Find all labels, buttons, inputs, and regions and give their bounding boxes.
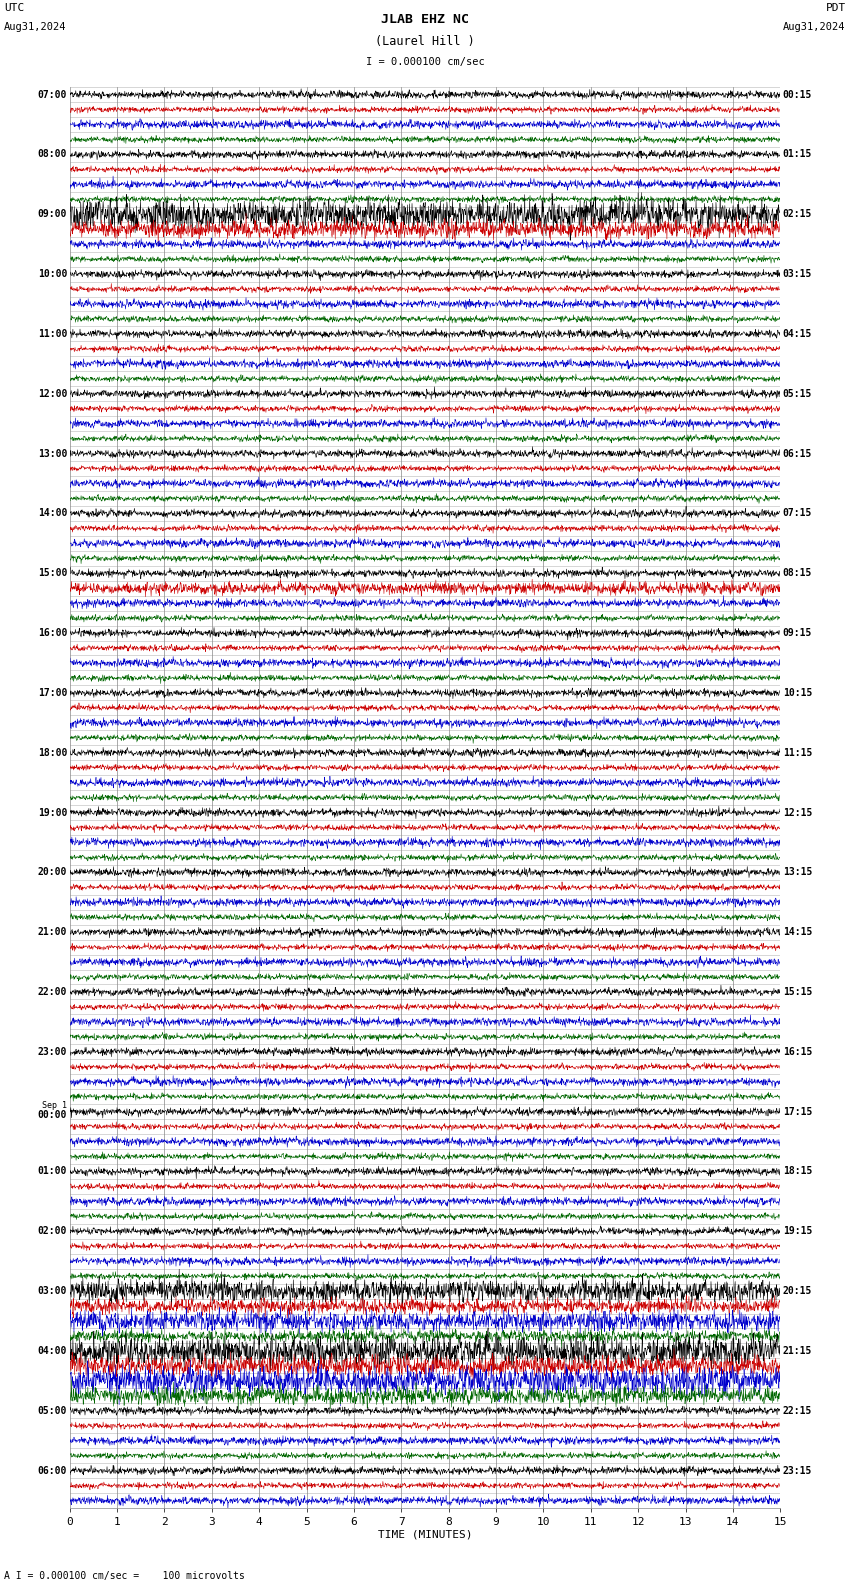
Text: 00:00: 00:00 [37, 1110, 67, 1120]
Text: 01:15: 01:15 [783, 149, 813, 160]
Text: 09:15: 09:15 [783, 627, 813, 638]
Text: 16:00: 16:00 [37, 627, 67, 638]
Text: 18:15: 18:15 [783, 1166, 813, 1177]
Text: 03:15: 03:15 [783, 269, 813, 279]
Text: 13:00: 13:00 [37, 448, 67, 458]
Text: 08:15: 08:15 [783, 569, 813, 578]
Text: 19:15: 19:15 [783, 1226, 813, 1236]
Text: 12:15: 12:15 [783, 808, 813, 817]
Text: 04:00: 04:00 [37, 1346, 67, 1356]
Text: 14:00: 14:00 [37, 508, 67, 518]
Text: 04:15: 04:15 [783, 329, 813, 339]
Text: 11:15: 11:15 [783, 748, 813, 757]
Text: 13:15: 13:15 [783, 868, 813, 878]
Text: 06:15: 06:15 [783, 448, 813, 458]
Text: 07:15: 07:15 [783, 508, 813, 518]
Text: 15:00: 15:00 [37, 569, 67, 578]
Text: 05:00: 05:00 [37, 1405, 67, 1416]
Text: A I = 0.000100 cm/sec =    100 microvolts: A I = 0.000100 cm/sec = 100 microvolts [4, 1571, 245, 1581]
Text: 03:00: 03:00 [37, 1286, 67, 1296]
Text: 19:00: 19:00 [37, 808, 67, 817]
Text: 22:00: 22:00 [37, 987, 67, 996]
Text: 05:15: 05:15 [783, 388, 813, 399]
Text: 17:00: 17:00 [37, 687, 67, 699]
Text: 11:00: 11:00 [37, 329, 67, 339]
Text: I = 0.000100 cm/sec: I = 0.000100 cm/sec [366, 57, 484, 67]
Text: 06:00: 06:00 [37, 1465, 67, 1476]
Text: Sep 1: Sep 1 [42, 1101, 67, 1110]
Text: 10:00: 10:00 [37, 269, 67, 279]
Text: JLAB EHZ NC: JLAB EHZ NC [381, 13, 469, 25]
Text: 22:15: 22:15 [783, 1405, 813, 1416]
Text: 18:00: 18:00 [37, 748, 67, 757]
Text: 23:00: 23:00 [37, 1047, 67, 1057]
Text: PDT: PDT [825, 3, 846, 13]
Text: UTC: UTC [4, 3, 25, 13]
Text: 02:15: 02:15 [783, 209, 813, 219]
Text: Aug31,2024: Aug31,2024 [4, 22, 67, 32]
Text: 00:15: 00:15 [783, 90, 813, 100]
Text: 09:00: 09:00 [37, 209, 67, 219]
Text: 17:15: 17:15 [783, 1107, 813, 1117]
Text: 10:15: 10:15 [783, 687, 813, 699]
Text: Aug31,2024: Aug31,2024 [783, 22, 846, 32]
Text: 02:00: 02:00 [37, 1226, 67, 1236]
Text: (Laurel Hill ): (Laurel Hill ) [375, 35, 475, 48]
Text: 20:00: 20:00 [37, 868, 67, 878]
Text: 08:00: 08:00 [37, 149, 67, 160]
X-axis label: TIME (MINUTES): TIME (MINUTES) [377, 1530, 473, 1540]
Text: 14:15: 14:15 [783, 927, 813, 938]
Text: 15:15: 15:15 [783, 987, 813, 996]
Text: 21:00: 21:00 [37, 927, 67, 938]
Text: 20:15: 20:15 [783, 1286, 813, 1296]
Text: 12:00: 12:00 [37, 388, 67, 399]
Text: 07:00: 07:00 [37, 90, 67, 100]
Text: 21:15: 21:15 [783, 1346, 813, 1356]
Text: 16:15: 16:15 [783, 1047, 813, 1057]
Text: 01:00: 01:00 [37, 1166, 67, 1177]
Text: 23:15: 23:15 [783, 1465, 813, 1476]
